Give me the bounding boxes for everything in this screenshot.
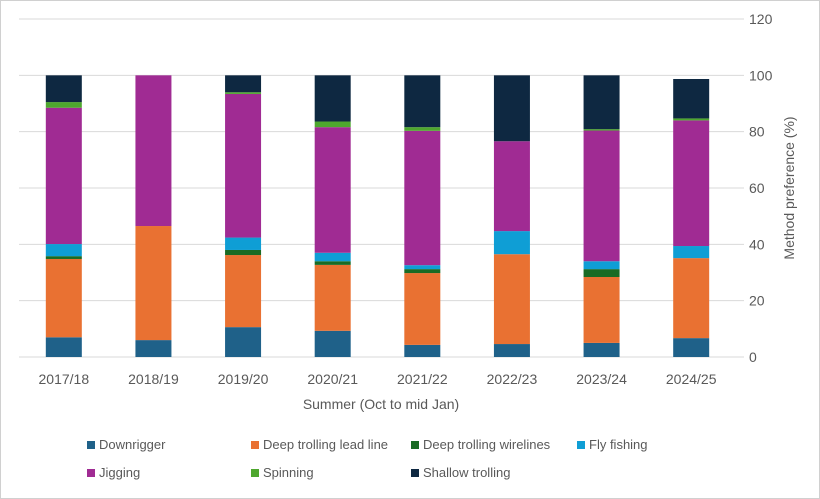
bar-segment-fly-fishing-2019-20 [225, 237, 262, 250]
gridlines [19, 18, 744, 358]
bar-segment-deep-trolling-wirelines-2017-18 [45, 256, 82, 259]
y-tick-label: 0 [749, 349, 757, 365]
legend-label: Fly fishing [589, 437, 648, 452]
legend-swatch [251, 468, 259, 477]
y-tick-label: 40 [749, 236, 765, 252]
bar-segment-downrigger-2023-24 [583, 342, 620, 357]
bar-segment-deep-trolling-wirelines-2019-20 [225, 249, 262, 256]
bar-segment-fly-fishing-2024-25 [673, 246, 710, 259]
bar-segment-fly-fishing-2021-22 [404, 265, 441, 270]
y-tick-label: 20 [749, 293, 765, 309]
legend-item-downrigger: Downrigger [87, 437, 165, 452]
bar-segment-shallow-trolling-2020-21 [314, 75, 351, 122]
y-axis-label: Method preference (%) [781, 116, 797, 259]
x-tick-label: 2019/20 [218, 371, 269, 387]
bar-segment-downrigger-2024-25 [673, 338, 710, 357]
x-tick-labels: 2017/18 2018/19 2019/20 2020/21 2021/22 2022/… [39, 371, 717, 387]
bar-segment-jigging-2017-18 [45, 107, 82, 245]
bar-segment-shallow-trolling-2022-23 [493, 75, 530, 142]
legend-item-spinning: Spinning [251, 465, 314, 480]
legend-swatch [87, 440, 95, 449]
bar-segment-shallow-trolling-2024-25 [673, 78, 710, 119]
bar-segment-jigging-2024-25 [673, 120, 710, 247]
bar-segment-fly-fishing-2022-23 [493, 231, 530, 255]
bar-segment-fly-fishing-2023-24 [583, 261, 620, 270]
legend-label: Downrigger [99, 437, 166, 452]
bar-segment-deep-trolling-lead-line-2021-22 [404, 273, 441, 345]
bar-segment-shallow-trolling-2023-24 [583, 75, 620, 130]
legend-swatch [411, 468, 419, 477]
bar-segment-deep-trolling-wirelines-2021-22 [404, 269, 441, 274]
bar-segment-deep-trolling-lead-line-2024-25 [673, 258, 710, 339]
y-tick-label: 60 [749, 180, 765, 196]
bar-segment-spinning-2019-20 [225, 92, 262, 94]
x-tick-label: 2021/22 [397, 371, 448, 387]
bar-segment-downrigger-2022-23 [493, 344, 530, 357]
bar-segment-downrigger-2019-20 [225, 327, 262, 357]
bar-segment-jigging-2023-24 [583, 130, 620, 262]
legend-item-deep-trolling-wirelines: Deep trolling wirelines [411, 437, 550, 452]
bar-segment-spinning-2023-24 [583, 129, 620, 131]
legend-swatch [577, 440, 585, 449]
bar-segment-shallow-trolling-2021-22 [404, 75, 441, 128]
y-tick-label: 120 [749, 11, 773, 27]
x-tick-label: 2020/21 [307, 371, 358, 387]
legend-label: Deep trolling wirelines [423, 437, 551, 452]
bar-segment-deep-trolling-lead-line-2017-18 [45, 258, 82, 338]
x-tick-label: 2022/23 [487, 371, 538, 387]
legend-label: Deep trolling lead line [263, 437, 389, 452]
x-tick-label: 2017/18 [39, 371, 90, 387]
legend-label: Jigging [99, 465, 141, 480]
bar-segment-deep-trolling-wirelines-2023-24 [583, 269, 620, 278]
bar-segment-jigging-2021-22 [404, 130, 441, 266]
bar-segment-downrigger-2021-22 [404, 344, 441, 357]
legend-item-shallow-trolling: Shallow trolling [411, 465, 510, 480]
legend-label: Spinning [263, 465, 314, 480]
bar-segment-deep-trolling-lead-line-2023-24 [583, 277, 620, 343]
x-tick-label: 2024/25 [666, 371, 717, 387]
bar-segment-deep-trolling-wirelines-2020-21 [314, 261, 351, 265]
legend-item-jigging: Jigging [87, 465, 140, 480]
bar-segment-spinning-2021-22 [404, 127, 441, 131]
bar-segment-deep-trolling-lead-line-2018-19 [135, 226, 172, 341]
bar-segment-downrigger-2017-18 [45, 337, 82, 357]
bar-segment-fly-fishing-2020-21 [314, 252, 351, 262]
bar-segment-deep-trolling-lead-line-2020-21 [314, 264, 351, 331]
y-tick-label: 100 [749, 67, 773, 83]
bar-segment-deep-trolling-lead-line-2019-20 [225, 255, 262, 328]
bar-segment-jigging-2018-19 [135, 75, 172, 227]
bars [45, 75, 710, 357]
bar-segment-spinning-2020-21 [314, 121, 351, 128]
legend-swatch [87, 468, 95, 477]
bar-segment-spinning-2017-18 [45, 102, 82, 108]
legend-swatch [411, 440, 419, 449]
legend-item-deep-trolling-lead-line: Deep trolling lead line [251, 437, 388, 452]
bar-segment-downrigger-2018-19 [135, 340, 172, 357]
legend-swatch [251, 440, 259, 449]
bar-segment-jigging-2020-21 [314, 127, 351, 253]
legend-item-fly-fishing: Fly fishing [577, 437, 648, 452]
bar-segment-shallow-trolling-2019-20 [225, 75, 262, 93]
bar-segment-deep-trolling-lead-line-2022-23 [493, 254, 530, 345]
bar-segment-jigging-2019-20 [225, 93, 262, 238]
bar-segment-spinning-2024-25 [673, 118, 710, 121]
x-tick-label: 2018/19 [128, 371, 179, 387]
x-axis-label: Summer (Oct to mid Jan) [303, 396, 459, 412]
stacked-bar-chart: 0 20 40 60 80 100 120 2017/18 2018/19 2019/20 202… [19, 11, 797, 412]
y-tick-labels: 0 20 40 60 80 100 120 [749, 11, 773, 365]
x-tick-label: 2023/24 [576, 371, 627, 387]
bar-segment-fly-fishing-2017-18 [45, 244, 82, 257]
legend-label: Shallow trolling [423, 465, 511, 480]
y-tick-label: 80 [749, 124, 765, 140]
bar-segment-jigging-2022-23 [493, 141, 530, 232]
bar-segment-downrigger-2020-21 [314, 330, 351, 357]
bar-segment-shallow-trolling-2017-18 [45, 75, 82, 103]
